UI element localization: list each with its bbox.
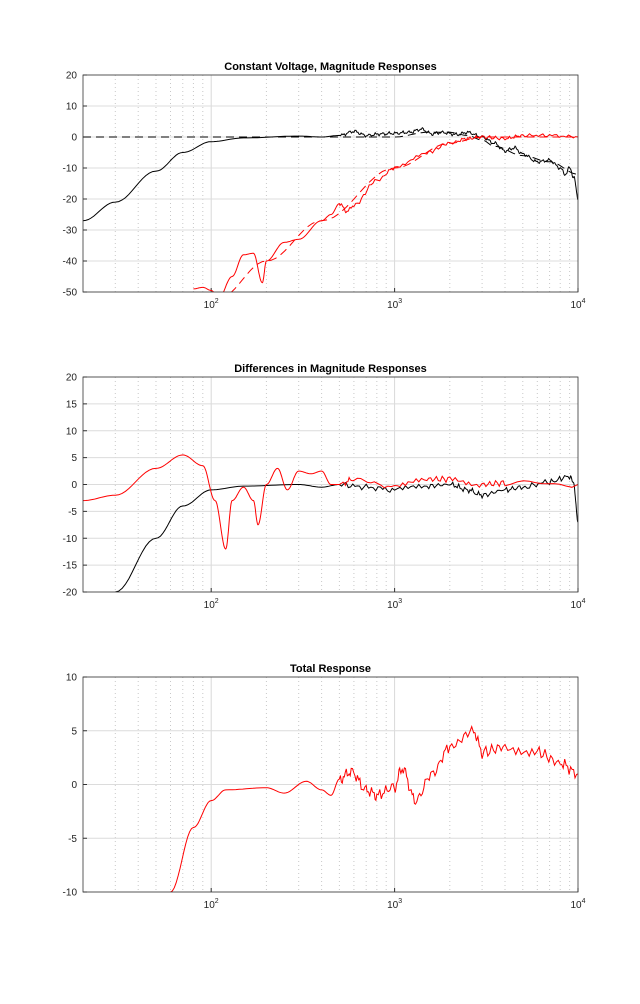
y-tick-label: 0 <box>71 780 77 791</box>
x-tick-label: 104 <box>570 298 585 311</box>
series-red <box>170 725 578 892</box>
x-tick-exp: 3 <box>398 298 402 305</box>
axes-box <box>82 74 579 293</box>
y-tick-label: 10 <box>66 426 78 437</box>
x-tick-exp: 4 <box>582 298 586 305</box>
y-tick-label: 0 <box>71 480 77 491</box>
x-tick-label: 103 <box>387 598 402 611</box>
x-tick-base: 10 <box>387 300 399 311</box>
x-tick-label: 103 <box>387 898 402 911</box>
y-tick-label: -10 <box>63 888 78 899</box>
y-tick-label: 5 <box>71 453 77 464</box>
y-tick-label: 10 <box>66 102 78 113</box>
y-tick-label: -20 <box>63 588 78 599</box>
y-tick-label: -5 <box>68 834 77 845</box>
y-tick-label: 10 <box>66 673 78 684</box>
x-tick-exp: 2 <box>215 298 219 305</box>
x-tick-exp: 4 <box>582 598 586 605</box>
y-tick-label: 5 <box>71 726 77 737</box>
x-tick-label: 103 <box>387 298 402 311</box>
chart-title: Differences in Magnitude Responses <box>234 363 427 375</box>
axes-box <box>82 676 579 893</box>
y-tick-label: 0 <box>71 133 77 144</box>
axes-box <box>82 376 579 593</box>
x-tick-base: 10 <box>570 900 582 911</box>
series-red <box>83 454 578 550</box>
x-tick-exp: 3 <box>398 598 402 605</box>
x-tick-base: 10 <box>387 900 399 911</box>
x-tick-label: 102 <box>204 898 219 911</box>
y-tick-label: -15 <box>63 561 78 572</box>
x-tick-base: 10 <box>387 600 399 611</box>
x-tick-exp: 2 <box>215 898 219 905</box>
x-tick-label: 104 <box>570 898 585 911</box>
x-tick-base: 10 <box>570 300 582 311</box>
series-red-measured <box>193 133 578 292</box>
y-tick-label: -20 <box>63 195 78 206</box>
y-tick-label: -5 <box>68 507 77 518</box>
x-tick-label: 104 <box>570 598 585 611</box>
y-tick-label: 15 <box>66 399 78 410</box>
y-tick-label: -50 <box>63 288 78 299</box>
x-tick-exp: 4 <box>582 898 586 905</box>
x-tick-base: 10 <box>570 600 582 611</box>
chart-title: Total Response <box>290 663 371 675</box>
series-black <box>115 474 578 592</box>
x-tick-base: 10 <box>204 900 216 911</box>
y-tick-label: -10 <box>63 164 78 175</box>
series-black-measured <box>83 126 578 222</box>
y-tick-label: 20 <box>66 71 78 82</box>
chart-title: Constant Voltage, Magnitude Responses <box>224 61 437 73</box>
y-tick-label: 20 <box>66 373 78 384</box>
plot-area <box>83 75 578 292</box>
x-tick-base: 10 <box>204 300 216 311</box>
x-tick-label: 102 <box>204 598 219 611</box>
y-tick-label: -40 <box>63 257 78 268</box>
x-tick-exp: 2 <box>215 598 219 605</box>
y-tick-label: -30 <box>63 226 78 237</box>
y-tick-label: -10 <box>63 534 78 545</box>
x-tick-base: 10 <box>204 600 216 611</box>
x-tick-exp: 3 <box>398 898 402 905</box>
x-tick-label: 102 <box>204 298 219 311</box>
